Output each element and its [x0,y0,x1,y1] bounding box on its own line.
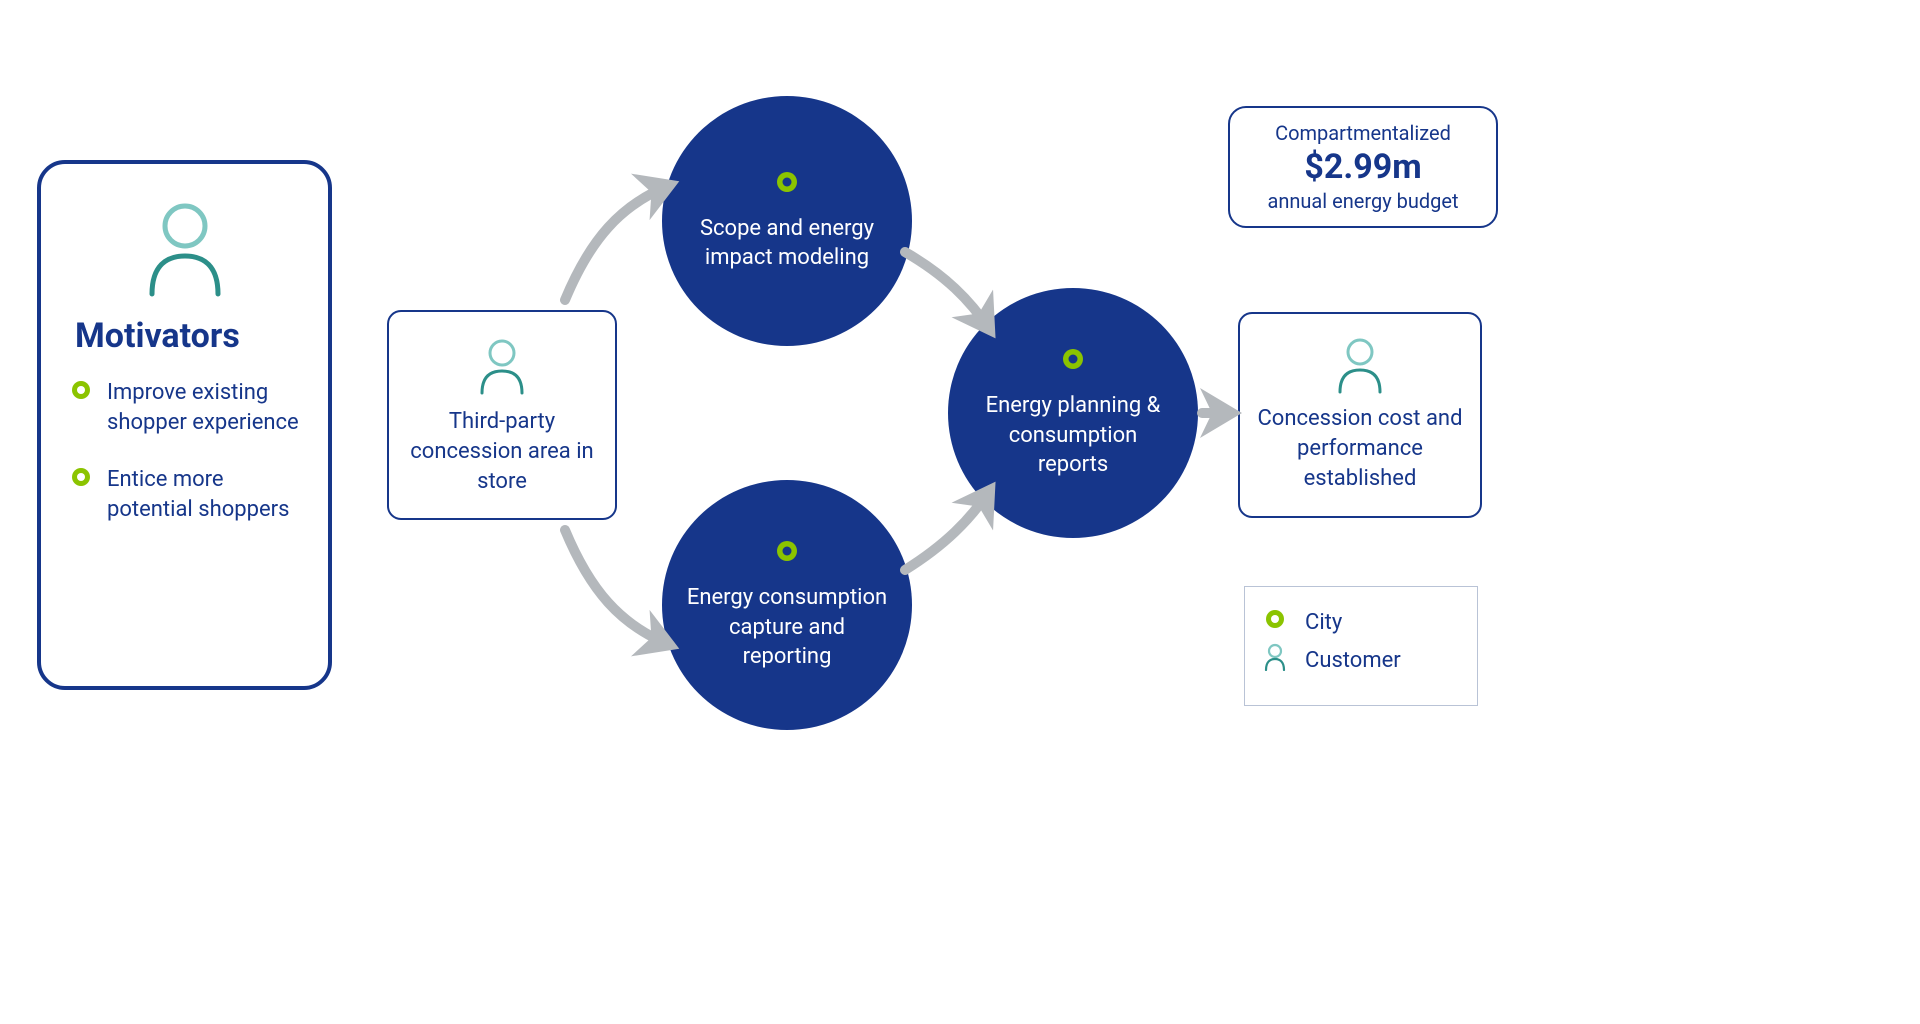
budget-line1: Compartmentalized [1275,121,1451,145]
donut-icon [1060,346,1086,381]
motivator-item: Improve existing shopper experience [69,378,300,437]
budget-amount: $2.99m [1304,147,1421,188]
concession-box: Concession cost and performance establis… [1238,312,1482,518]
budget-box: Compartmentalized $2.99m annual energy b… [1228,106,1498,228]
person-icon [1334,336,1386,394]
motivators-list: Improve existing shopper experience Enti… [69,378,300,525]
legend-customer-row: Customer [1263,643,1459,677]
person-icon [476,337,528,395]
legend-customer-label: Customer [1305,648,1401,673]
legend-city-label: City [1305,610,1342,635]
motivators-title: Motivators [75,316,300,356]
legend-box: City Customer [1244,586,1478,706]
node-reports: Energy planning & consumption reports [948,288,1198,538]
motivator-item: Entice more potential shoppers [69,465,300,524]
third-party-label: Third-party concession area in store [405,407,599,496]
node-scope-label: Scope and energy impact modeling [686,214,888,273]
donut-icon [774,169,800,204]
node-energy-capture-label: Energy consumption capture and reporting [686,583,888,672]
node-scope: Scope and energy impact modeling [662,96,912,346]
budget-line3: annual energy budget [1267,189,1458,213]
donut-icon [69,378,93,402]
motivator-text: Entice more potential shoppers [107,465,300,524]
concession-label: Concession cost and performance establis… [1256,404,1464,493]
node-energy-capture: Energy consumption capture and reporting [662,480,912,730]
donut-icon [1263,607,1287,637]
person-icon [140,198,230,298]
donut-icon [774,538,800,573]
motivators-box: Motivators Improve existing shopper expe… [37,160,332,690]
third-party-box: Third-party concession area in store [387,310,617,520]
person-icon [1263,643,1287,677]
motivator-text: Improve existing shopper experience [107,378,300,437]
node-reports-label: Energy planning & consumption reports [972,391,1174,480]
donut-icon [69,465,93,489]
legend-city-row: City [1263,607,1459,637]
energy-flow-diagram: Motivators Improve existing shopper expe… [0,0,1920,1024]
